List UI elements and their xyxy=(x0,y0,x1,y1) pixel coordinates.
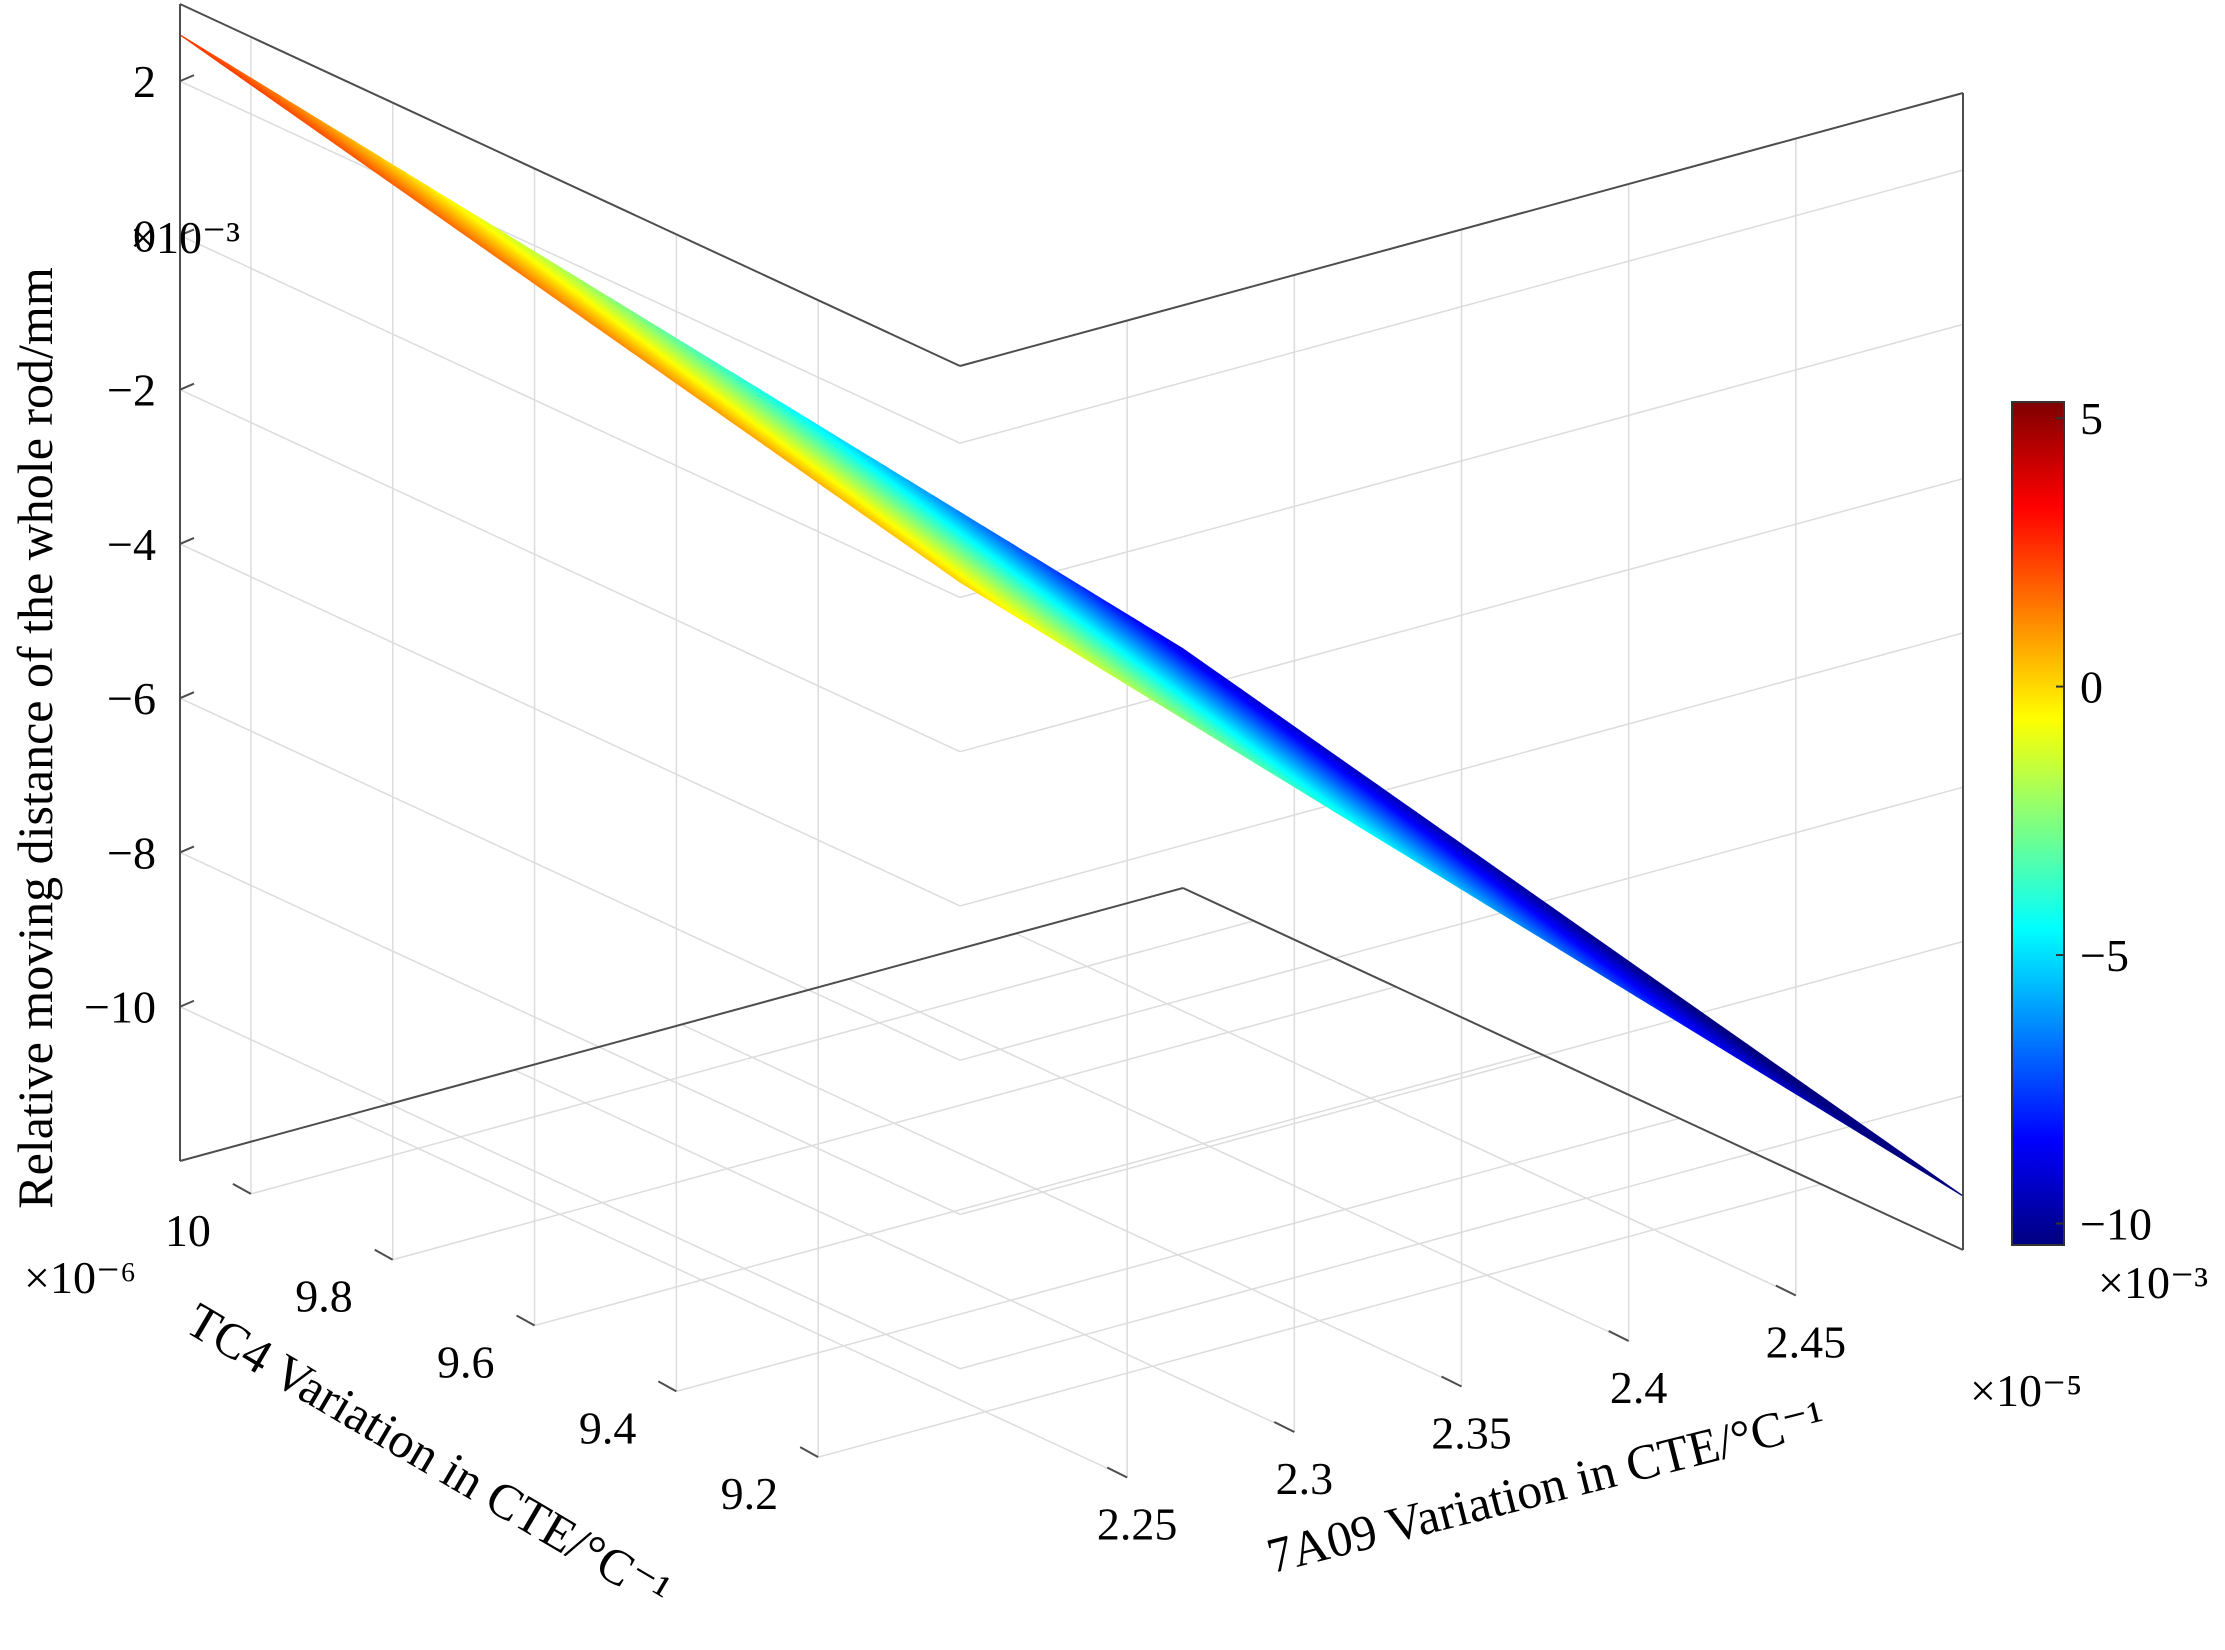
z-tick-label: −8 xyxy=(107,827,156,878)
y-tick-mark xyxy=(516,1314,536,1327)
x-tick-mark xyxy=(1775,1284,1797,1297)
z-tick-mark xyxy=(179,382,195,391)
z-tick-label: −2 xyxy=(107,365,156,416)
z-tick-mark xyxy=(179,691,195,700)
z-tick-label: −4 xyxy=(107,519,156,570)
z-axis-ticks: −10 −8 −6 −4 −2 0 2 xyxy=(84,56,195,1033)
y-tick-label: 9.6 xyxy=(437,1337,495,1388)
y-tick-label: 9.8 xyxy=(295,1271,353,1322)
x-tick-mark xyxy=(1106,1466,1128,1479)
z-tick-mark xyxy=(179,537,195,545)
x-tick-mark xyxy=(1608,1330,1630,1342)
z-tick-label: 2 xyxy=(133,56,156,107)
colorbar-gradient xyxy=(2011,401,2065,1246)
back-left-pane xyxy=(179,36,961,1458)
x-gridline-floor xyxy=(346,1114,1128,1479)
x-tick-label: 2.35 xyxy=(1431,1408,1512,1459)
frame-edge xyxy=(959,92,1964,367)
z-tick-label: −10 xyxy=(84,982,156,1033)
y-axis-label: TC4 Variation in CTE/°C⁻¹ xyxy=(177,1291,680,1619)
colorbar-tick-label: 0 xyxy=(2080,662,2103,713)
x-tick-label: 2.4 xyxy=(1610,1362,1668,1413)
x-axis-label: 7A09 Variation in CTE/°C⁻¹ xyxy=(1261,1389,1830,1584)
x-gridline-floor xyxy=(514,1069,1295,1433)
z-gridline-left xyxy=(179,80,961,444)
y-exponent-label: ×10⁻⁶ xyxy=(24,1252,136,1303)
y-tick-label: 9.2 xyxy=(721,1468,779,1519)
axes-frame xyxy=(179,3,1964,1251)
colorbar: 5 0 −5 −10 xyxy=(2011,393,2152,1250)
back-right-pane xyxy=(959,138,1964,1478)
z-tick-mark xyxy=(179,228,195,237)
colorbar-tick-label: −5 xyxy=(2080,930,2129,981)
x-axis-ticks: 2.25 2.3 2.35 2.4 2.45 xyxy=(1097,1284,1847,1550)
z-tick-mark xyxy=(179,74,195,83)
z-gridline-left xyxy=(179,234,961,599)
x-gridline-floor xyxy=(681,1023,1462,1388)
colorbar-exponent-label: ×10⁻³ xyxy=(2098,1257,2208,1308)
surface-patch xyxy=(1157,633,1203,664)
z-exponent-label: ×10⁻³ xyxy=(130,212,240,263)
x-tick-mark xyxy=(1273,1421,1295,1433)
y-tick-mark xyxy=(374,1248,394,1261)
frame-edge xyxy=(179,887,1184,1162)
colorbar-tick-label: −10 xyxy=(2080,1199,2152,1250)
x-gridline-floor xyxy=(1015,932,1797,1297)
z-tick-mark xyxy=(179,845,195,854)
x-tick-mark xyxy=(1441,1375,1462,1388)
x-tick-label: 2.25 xyxy=(1097,1499,1178,1550)
y-tick-mark xyxy=(232,1183,252,1195)
y-tick-label: 10 xyxy=(165,1205,211,1256)
z-tick-mark xyxy=(179,999,195,1008)
y-tick-label: 9.4 xyxy=(579,1402,637,1453)
z-gridline-left xyxy=(179,543,961,907)
surface-plot xyxy=(179,34,1964,1197)
y-tick-mark xyxy=(657,1380,677,1393)
floor-pane xyxy=(250,920,1822,1479)
x-tick-label: 2.45 xyxy=(1766,1317,1847,1368)
z-tick-label: 0 xyxy=(133,210,156,261)
z-gridline-left xyxy=(179,388,961,753)
z-gridline-left xyxy=(179,1006,961,1370)
z-tick-label: −6 xyxy=(107,673,156,724)
y-axis-ticks: 9.2 9.4 9.6 9.8 10 xyxy=(165,1183,819,1519)
z-gridline-left xyxy=(179,851,961,1216)
z-axis-label: Relative moving distance of the whole ro… xyxy=(7,267,63,1209)
frame-edge xyxy=(1182,887,1964,1251)
z-gridline-left xyxy=(179,697,961,1061)
frame-edge xyxy=(179,3,961,367)
x-tick-label: 2.3 xyxy=(1276,1453,1334,1504)
x-gridline-floor xyxy=(848,978,1629,1342)
y-tick-mark xyxy=(799,1446,819,1459)
x-exponent-label: ×10⁻⁵ xyxy=(1970,1365,2082,1416)
colorbar-tick-label: 5 xyxy=(2080,393,2103,444)
